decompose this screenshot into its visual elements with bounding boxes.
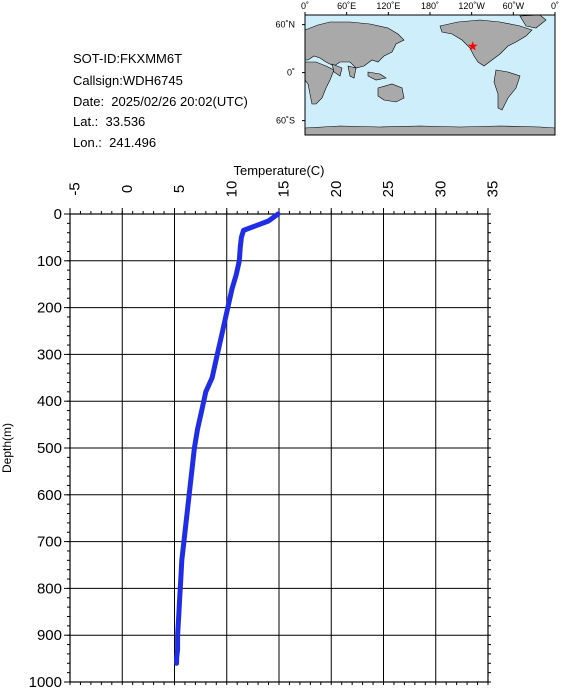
y-tick-label: 800 [37, 580, 62, 597]
map-lat-label: 60˚S [276, 116, 295, 126]
x-tick-label: 25 [380, 181, 397, 198]
x-tick-label: 20 [328, 181, 345, 198]
x-axis-tick-labels: -5 0 5 10 15 20 25 30 35 [67, 181, 502, 198]
map-lat-label: 0˚ [287, 68, 295, 78]
y-tick-label: 1000 [29, 674, 62, 690]
map-lon-label: 60˚E [337, 1, 356, 11]
y-tick-label: 900 [37, 627, 62, 644]
map-longitude-labels: 0˚ 60˚E 120˚E 180˚ 120˚W 60˚W 0˚ [301, 1, 559, 11]
africa-landmass [304, 61, 335, 105]
plot-minor-ticks [64, 208, 491, 685]
x-tick-label: -5 [67, 182, 84, 195]
map-lon-label: 0˚ [301, 1, 309, 11]
callsign-text: Callsign:WDH6745 [73, 73, 183, 88]
date-text: Date: 2025/02/26 20:02(UTC) [73, 94, 248, 109]
se-asia-islands [367, 71, 387, 81]
y-tick-label: 600 [37, 487, 62, 504]
map-lon-label: 180˚ [421, 1, 439, 11]
map-land [304, 14, 556, 136]
y-tick-label: 400 [37, 393, 62, 410]
map-graticule-ticks [302, 12, 556, 122]
plot-grid [69, 213, 489, 683]
longitude-text: Lon.: 241.496 [73, 135, 157, 150]
temperature-profile-plot: -5 0 5 10 15 20 25 30 35 0 100 200 300 400 500 600 700 8… [0, 163, 502, 690]
y-tick-label: 500 [37, 440, 62, 457]
south-america-landmass [493, 69, 521, 111]
india-landmass [347, 65, 357, 79]
x-tick-label: 0 [119, 185, 136, 193]
y-tick-label: 700 [37, 534, 62, 551]
temperature-series-line [174, 211, 281, 666]
antarctica-landmass [304, 125, 556, 136]
x-tick-label: 15 [276, 181, 293, 198]
x-axis-label: Temperature(C) [233, 163, 324, 178]
y-axis-label: Depth(m) [0, 423, 14, 473]
x-tick-label: 10 [223, 181, 240, 198]
map-lon-label: 0˚ [551, 1, 559, 11]
y-tick-label: 300 [37, 346, 62, 363]
map-latitude-labels: 60˚N 0˚ 60˚S [275, 20, 295, 126]
map-lat-label: 60˚N [275, 20, 295, 30]
eurasia-landmass [304, 21, 405, 69]
y-tick-label: 100 [37, 253, 62, 270]
star-icon: ★ [467, 38, 479, 53]
australia-landmass [377, 83, 405, 103]
latitude-text: Lat.: 33.536 [73, 114, 146, 129]
arabia-landmass [331, 63, 343, 77]
map-lon-label: 120˚E [376, 1, 400, 11]
x-tick-label: 30 [432, 181, 449, 198]
y-axis-tick-labels: 0 100 200 300 400 500 600 700 800 900 1000 [29, 206, 62, 690]
y-tick-label: 200 [37, 300, 62, 317]
y-tick-label: 0 [54, 206, 62, 223]
location-map: 0˚ 60˚E 120˚E 180˚ 120˚W 60˚W 0˚ 60˚N 0˚ 60˚S ★ [275, 1, 559, 136]
map-lon-label: 120˚W [458, 1, 485, 11]
sot-id-text: SOT-ID:FKXMM6T [73, 51, 183, 66]
north-america-landmass [439, 19, 533, 67]
map-lon-label: 60˚W [503, 1, 525, 11]
x-tick-label: 35 [485, 181, 502, 198]
x-tick-label: 5 [171, 185, 188, 193]
